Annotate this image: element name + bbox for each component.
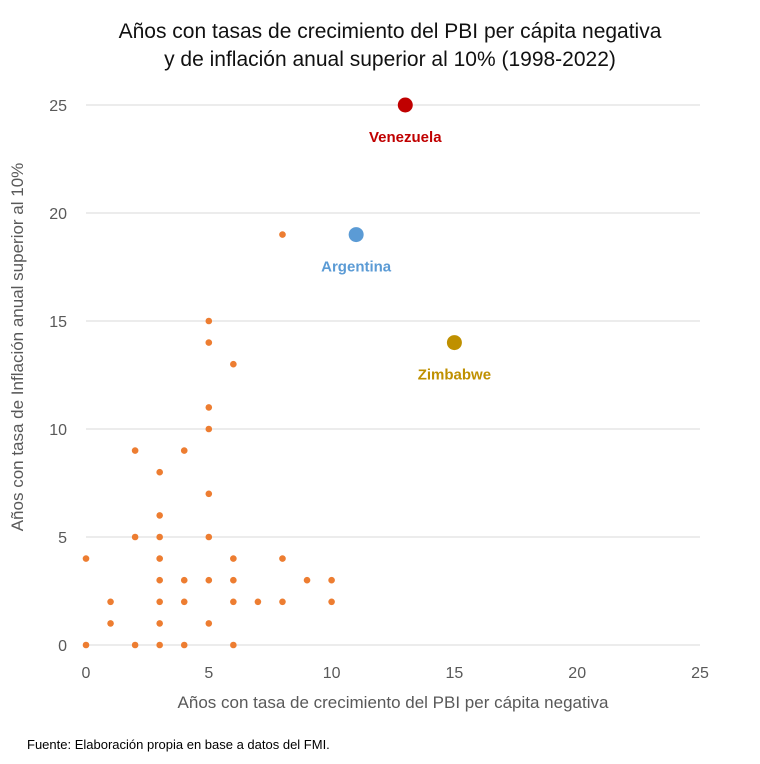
chart-title: Años con tasas de crecimiento del PBI pe… [0,18,760,74]
data-point [180,641,188,649]
data-point [205,339,213,346]
x-tick-label: 5 [204,665,213,682]
y-tick-label: 25 [49,98,67,115]
data-point [156,598,163,606]
data-point [205,317,213,325]
highlight-point-venezuela [397,97,413,113]
highlight-point-zimbabwe [446,335,462,351]
data-point [230,598,237,606]
y-axis-label: Años con tasa de Inflación anual superio… [8,163,27,532]
data-point [205,576,213,584]
data-point [205,425,213,433]
scatter-chart: 0 5 10 15 20 25 0 5 10 15 20 25 Venezuela Argentina… [8,97,709,712]
data-point [82,555,90,562]
highlight-label-argentina: Argentina [321,259,392,276]
data-point [328,598,335,606]
data-point [230,576,237,584]
data-point [131,641,139,649]
highlight-points: Venezuela Argentina Zimbabwe [321,97,491,384]
data-point [279,598,286,606]
data-point [230,555,237,562]
data-point [156,641,163,649]
y-tick-label: 0 [58,638,67,655]
data-point [107,598,114,606]
data-point [205,620,213,627]
data-point [180,598,188,606]
data-point [82,641,90,649]
data-point [279,555,286,562]
data-point [230,641,237,649]
highlight-point-argentina [348,227,364,243]
data-point [156,555,163,562]
data-point [328,576,335,584]
data-points [82,231,335,649]
data-point [156,533,163,541]
chart-title-line2: y de inflación anual superior al 10% (19… [164,48,616,71]
x-tick-label: 0 [82,665,91,682]
data-point [156,468,163,476]
source-footnote: Fuente: Elaboración propia en base a dat… [27,737,330,752]
highlight-label-venezuela: Venezuela [369,129,442,146]
data-point [156,512,163,519]
x-tick-label: 10 [323,665,341,682]
data-point [156,620,163,627]
data-point [156,576,163,584]
data-point [131,447,139,454]
data-point [230,360,237,368]
chart-title-line1: Años con tasas de crecimiento del PBI pe… [118,20,662,43]
grid-lines [86,104,700,646]
y-tick-label: 5 [58,530,67,547]
data-point [205,490,213,498]
x-axis-label: Años con tasa de crecimiento del PBI per… [178,693,609,712]
data-point [254,598,262,606]
data-point [131,533,139,541]
data-point [205,533,213,541]
data-point [180,576,188,584]
x-tick-label: 20 [568,665,586,682]
highlight-label-zimbabwe: Zimbabwe [418,367,491,384]
y-tick-label: 20 [49,206,67,223]
y-tick-label: 10 [49,422,67,439]
x-tick-label: 25 [691,665,709,682]
data-point [205,404,213,411]
data-point [180,447,188,454]
x-tick-label: 15 [446,665,464,682]
data-point [107,620,114,627]
y-tick-label: 15 [49,314,67,331]
data-point [279,231,286,238]
x-tick-labels: 0 5 10 15 20 25 [82,665,709,682]
y-tick-labels: 0 5 10 15 20 25 [49,98,67,655]
data-point [303,576,311,584]
